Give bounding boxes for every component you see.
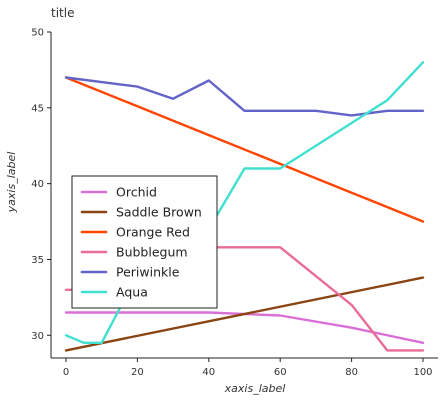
legend-label-orchid: Orchid — [116, 185, 157, 200]
x-tick-label: 40 — [202, 367, 215, 378]
legend-label-orange-red: Orange Red — [116, 225, 190, 240]
x-tick-label: 60 — [274, 367, 287, 378]
y-axis-label: yaxis_label — [5, 152, 18, 214]
x-tick-label: 20 — [131, 367, 144, 378]
y-tick-label: 30 — [31, 331, 44, 342]
y-tick-label: 35 — [31, 255, 44, 266]
legend-label-periwinkle: Periwinkle — [116, 265, 180, 280]
chart-title: title — [51, 6, 74, 20]
legend-label-aqua: Aqua — [116, 285, 148, 300]
y-tick-label: 50 — [31, 28, 44, 39]
x-tick-label: 100 — [413, 367, 432, 378]
legend-label-saddle-brown: Saddle Brown — [116, 205, 202, 220]
legend-label-bubblegum: Bubblegum — [116, 245, 188, 260]
y-tick-label: 40 — [31, 179, 44, 190]
x-tick-label: 80 — [345, 367, 358, 378]
x-tick-label: 0 — [63, 367, 69, 378]
y-tick-label: 45 — [31, 103, 44, 114]
x-axis-label: xaxis_label — [224, 382, 286, 395]
